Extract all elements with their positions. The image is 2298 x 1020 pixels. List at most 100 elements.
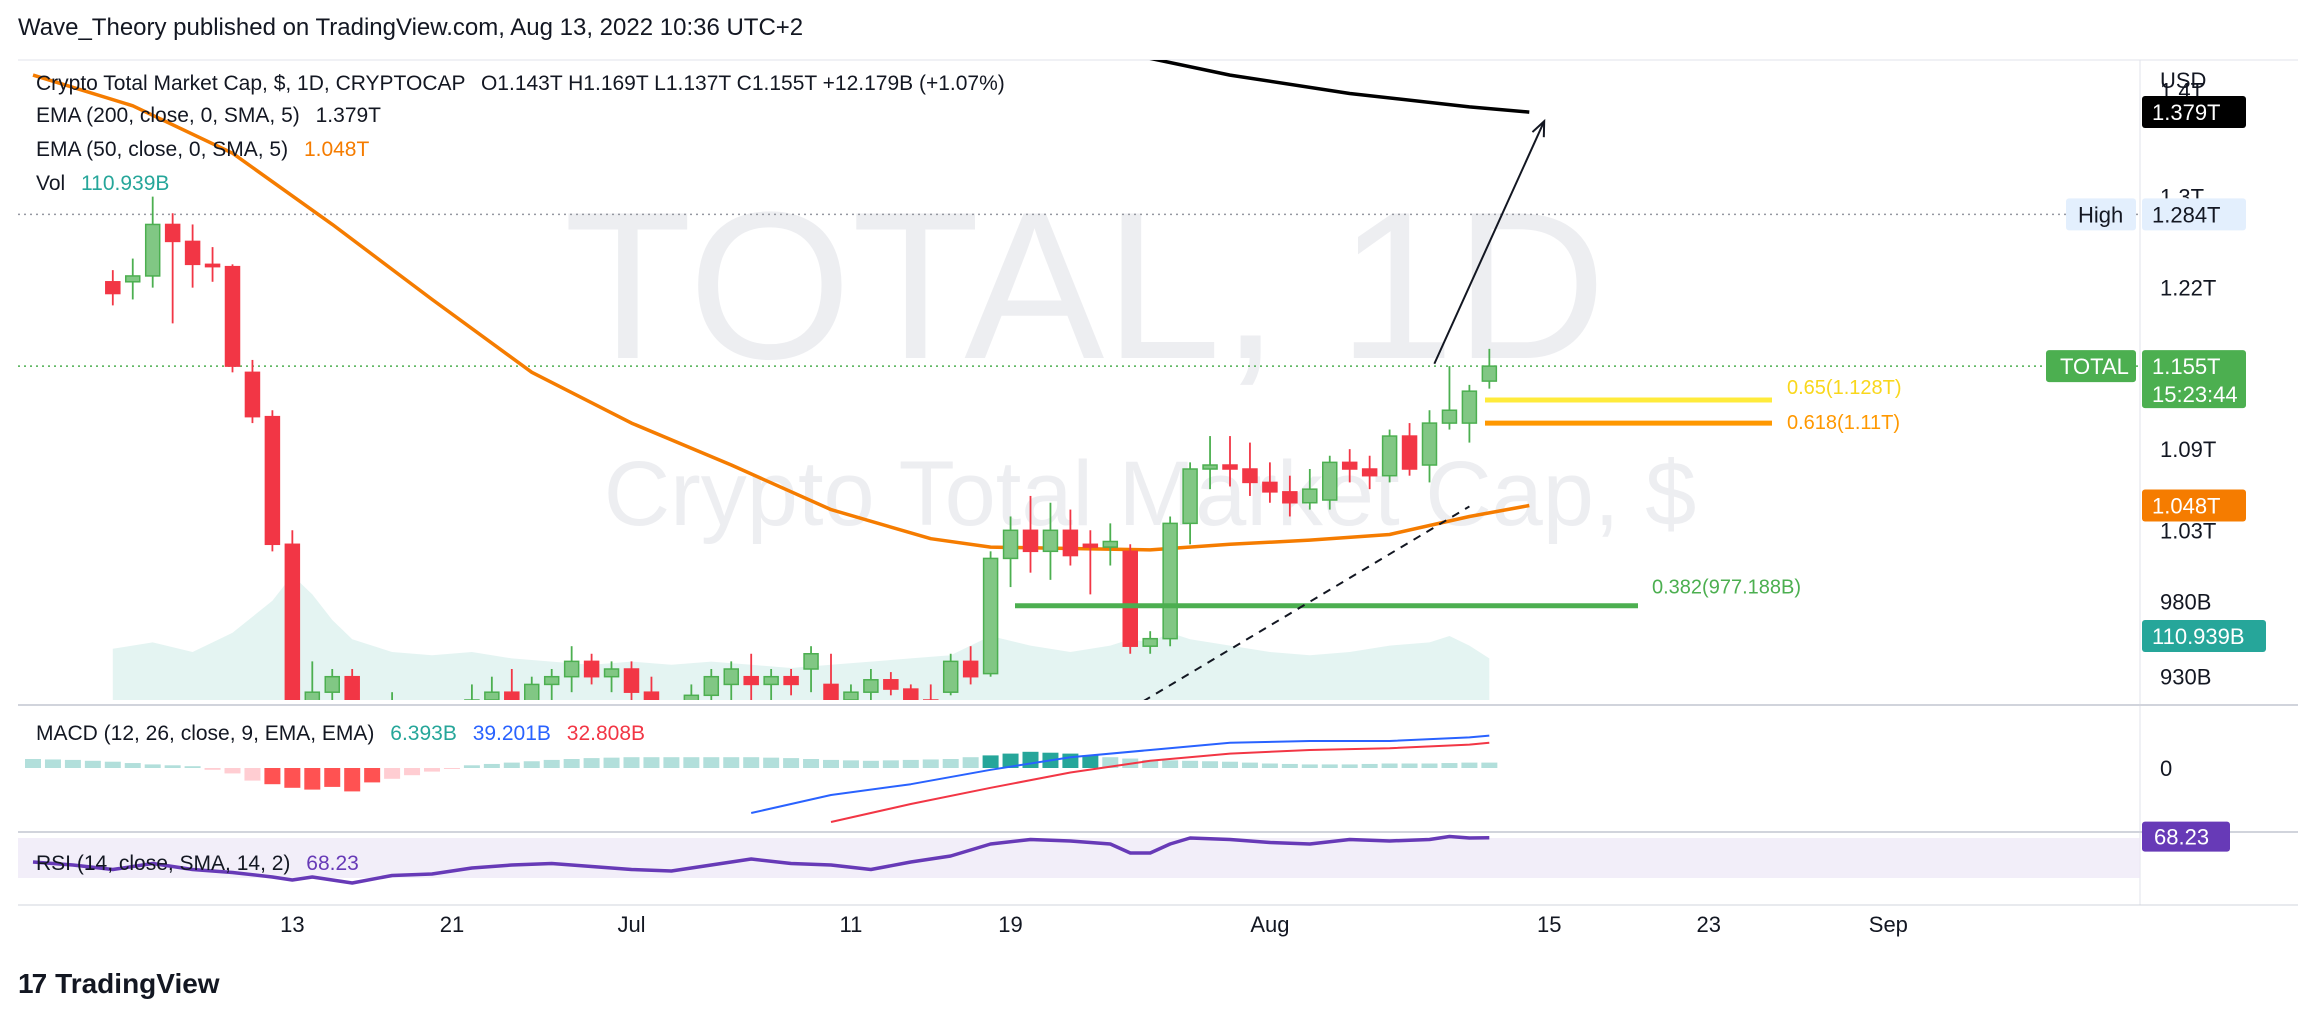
macd-histogram-bar bbox=[543, 759, 560, 768]
candle-body bbox=[783, 675, 799, 686]
time-tick-label: 19 bbox=[998, 912, 1022, 937]
macd-histogram-bar bbox=[703, 757, 720, 768]
macd-histogram-bar bbox=[1102, 757, 1119, 768]
macd-histogram-bar bbox=[1082, 755, 1099, 768]
candle-body bbox=[1401, 435, 1418, 470]
fib-level-label: 0.618(1.11T) bbox=[1787, 412, 1900, 434]
macd-histogram-bar bbox=[1022, 751, 1039, 768]
macd-histogram-bar bbox=[763, 757, 780, 768]
candle-body bbox=[204, 263, 221, 268]
candle-body bbox=[1302, 488, 1318, 504]
macd-histogram-bar bbox=[104, 761, 121, 768]
candle-body bbox=[1421, 422, 1438, 466]
legend-hist-value: 32.808B bbox=[566, 722, 646, 745]
legend-ema200[interactable]: EMA (200, close, 0, SMA, 5) 1.379T bbox=[36, 104, 381, 128]
legend-rsi[interactable]: RSI (14, close, SMA, 14, 2) 68.23 bbox=[36, 852, 359, 876]
projection-arrow-head bbox=[1531, 118, 1546, 138]
legend-ema50-label: EMA (50, close, 0, SMA, 5) bbox=[36, 138, 289, 161]
candle-body bbox=[883, 679, 899, 690]
candle-body bbox=[723, 668, 739, 686]
time-tick-label: Sep bbox=[1869, 912, 1908, 937]
symbol-label-bg bbox=[2046, 350, 2136, 383]
candle-body bbox=[763, 675, 779, 686]
candle-body bbox=[643, 691, 660, 700]
macd-histogram-bar bbox=[922, 759, 939, 768]
candle-body bbox=[603, 668, 620, 678]
macd-histogram-bar bbox=[1222, 761, 1238, 768]
rsi-badge-bg bbox=[2142, 821, 2230, 852]
macd-histogram-bar bbox=[84, 760, 101, 768]
candle-body bbox=[105, 281, 121, 295]
candle-body bbox=[743, 675, 759, 686]
macd-histogram-bar bbox=[184, 766, 201, 768]
volume-badge: 110.939B bbox=[2152, 624, 2245, 649]
macd-histogram-bar bbox=[1441, 763, 1458, 768]
candle-body bbox=[982, 557, 999, 675]
legend-ohlc: O1.143T H1.169T L1.137T C1.155T +12.179B… bbox=[480, 72, 1005, 95]
legend-main[interactable]: Crypto Total Market Cap, $, 1D, CRYPTOCA… bbox=[36, 72, 1005, 96]
last-price-badge: 1.155T bbox=[2152, 354, 2221, 379]
macd-histogram-bar bbox=[264, 768, 281, 785]
rsi-band bbox=[18, 838, 2140, 878]
candle-body bbox=[244, 371, 261, 418]
macd-histogram-bar bbox=[783, 758, 800, 768]
candle-body bbox=[184, 240, 201, 266]
time-tick-label: Jul bbox=[617, 912, 645, 937]
candle-body bbox=[1122, 550, 1138, 647]
macd-histogram-bar bbox=[25, 759, 41, 768]
macd-histogram-bar bbox=[1162, 760, 1179, 768]
macd-histogram-bar bbox=[304, 768, 321, 790]
high-price-badge: 1.284T bbox=[2152, 202, 2221, 227]
ema50-price-badge-bg bbox=[2142, 489, 2246, 522]
legend-ema50[interactable]: EMA (50, close, 0, SMA, 5) 1.048T bbox=[36, 138, 369, 162]
price-tick-label: 1.03T bbox=[2160, 518, 2216, 543]
price-tick-label: 1.09T bbox=[2160, 437, 2216, 462]
candle-body bbox=[942, 660, 959, 693]
macd-histogram-bar bbox=[483, 763, 500, 768]
macd-line bbox=[750, 734, 1490, 814]
macd-histogram-bar bbox=[64, 759, 81, 768]
macd-histogram-bar bbox=[982, 755, 999, 768]
legend-signal-value: 39.201B bbox=[472, 722, 551, 745]
volume-layer bbox=[112, 575, 1490, 700]
legend-volume[interactable]: Vol 110.939B bbox=[36, 172, 169, 196]
legend-ema50-value: 1.048T bbox=[303, 138, 370, 161]
drawing-layer[interactable]: 0.65(1.128T) 0.618(1.11T) 0.382(977.188B) bbox=[1015, 118, 1902, 709]
macd-histogram-bar bbox=[244, 768, 261, 781]
legend-macd[interactable]: MACD (12, 26, close, 9, EMA, EMA) 6.393B… bbox=[36, 722, 645, 746]
ema200-price-badge: 1.379T bbox=[2152, 100, 2221, 125]
candle-body bbox=[863, 679, 879, 693]
tradingview-logo[interactable]: 17 TradingView bbox=[18, 968, 220, 1000]
macd-histogram-bar bbox=[683, 757, 700, 768]
macd-histogram-bar bbox=[364, 768, 381, 783]
watermark-description: Crypto Total Market Cap, $ bbox=[604, 443, 1697, 545]
macd-histogram-bar bbox=[1361, 763, 1378, 768]
macd-histogram-bar bbox=[1341, 764, 1358, 768]
macd-histogram-bar bbox=[463, 765, 480, 768]
macd-histogram-bar bbox=[563, 759, 580, 768]
macd-histogram-bar bbox=[1241, 762, 1258, 768]
ema50-line bbox=[32, 73, 1530, 552]
macd-histogram-bar bbox=[842, 760, 859, 768]
candle-body bbox=[923, 699, 939, 700]
candle-body bbox=[703, 675, 720, 697]
macd-histogram-bar bbox=[1182, 760, 1199, 768]
macd-histogram-bar bbox=[803, 759, 820, 768]
candle-body bbox=[1322, 461, 1338, 501]
candle-body bbox=[464, 699, 480, 700]
time-tick-label: 13 bbox=[280, 912, 304, 937]
ema50-price-badge: 1.048T bbox=[2152, 493, 2221, 518]
candlestick-layer bbox=[105, 196, 1498, 700]
macd-histogram-bar bbox=[344, 768, 361, 792]
legend-ema200-label: EMA (200, close, 0, SMA, 5) bbox=[36, 104, 300, 127]
macd-histogram-bar bbox=[723, 757, 740, 768]
candle-body bbox=[1341, 461, 1358, 470]
macd-histogram-bar bbox=[1461, 762, 1478, 768]
macd-histogram-bar bbox=[324, 768, 341, 787]
candle-body bbox=[903, 688, 919, 700]
macd-histogram-bar bbox=[224, 768, 241, 774]
macd-histogram-bar bbox=[204, 768, 221, 770]
fib-level-label: 0.65(1.128T) bbox=[1787, 377, 1902, 399]
